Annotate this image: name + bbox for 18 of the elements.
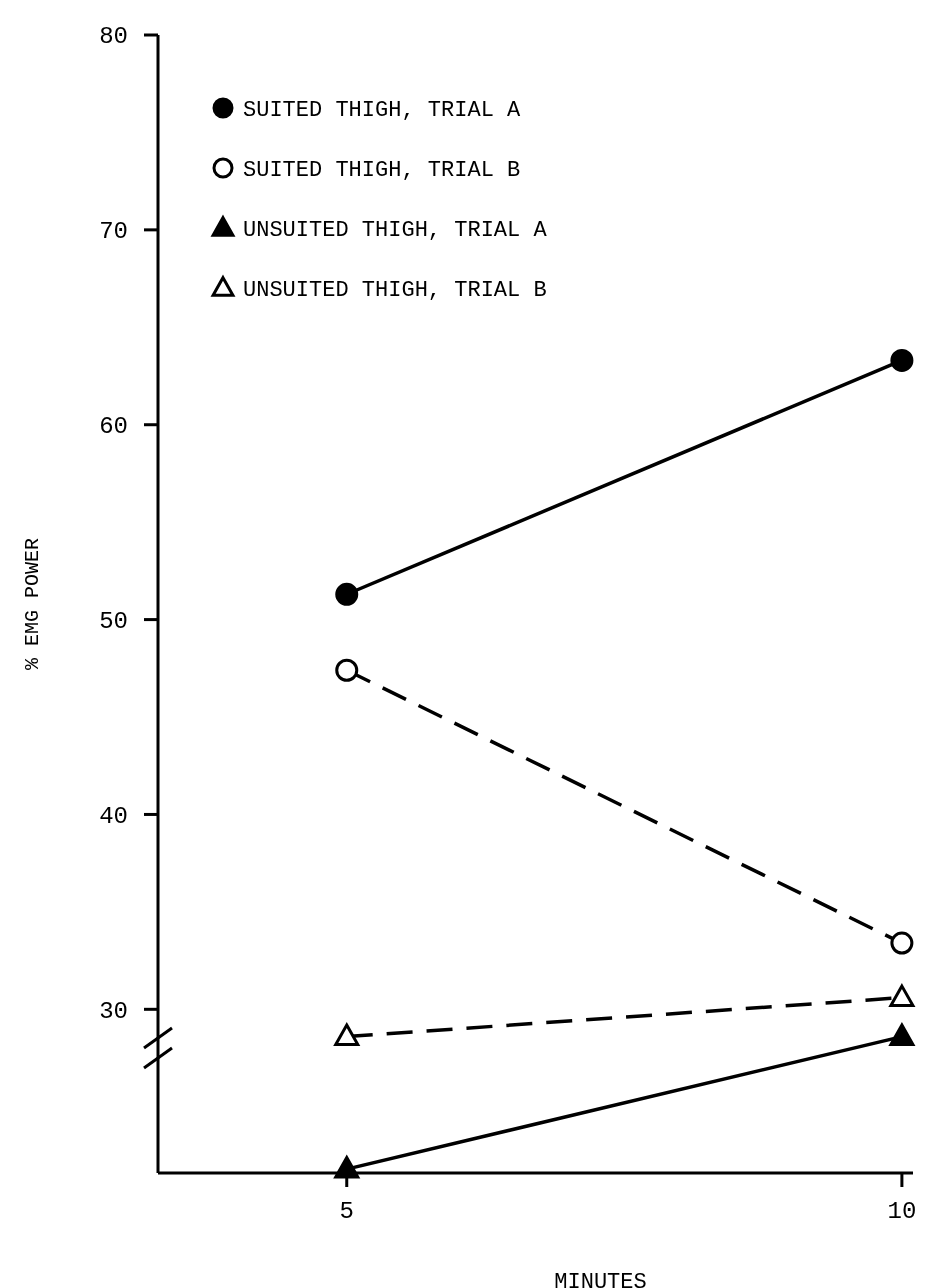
legend-label: SUITED THIGH, TRIAL A bbox=[243, 97, 522, 123]
point bbox=[890, 931, 914, 955]
y-tick-label: 50 bbox=[99, 607, 128, 635]
x-tick-label: 10 bbox=[887, 1198, 917, 1225]
y-tick-label: 80 bbox=[99, 23, 128, 51]
y-tick-label: 60 bbox=[99, 413, 128, 441]
y-tick-label: 30 bbox=[99, 997, 128, 1025]
point bbox=[335, 658, 359, 682]
point bbox=[890, 348, 914, 372]
point bbox=[335, 582, 359, 606]
legend-label: UNSUITED THIGH, TRIAL A bbox=[243, 217, 548, 243]
legend-label: SUITED THIGH, TRIAL B bbox=[243, 157, 521, 183]
y-tick-label: 70 bbox=[99, 218, 128, 246]
y-axis-title: % EMG POWER bbox=[21, 537, 44, 671]
legend-label: UNSUITED THIGH, TRIAL B bbox=[243, 277, 547, 303]
y-tick-label: 40 bbox=[99, 802, 128, 830]
x-axis-title: MINUTES bbox=[554, 1270, 647, 1288]
x-tick-label: 5 bbox=[339, 1198, 354, 1225]
